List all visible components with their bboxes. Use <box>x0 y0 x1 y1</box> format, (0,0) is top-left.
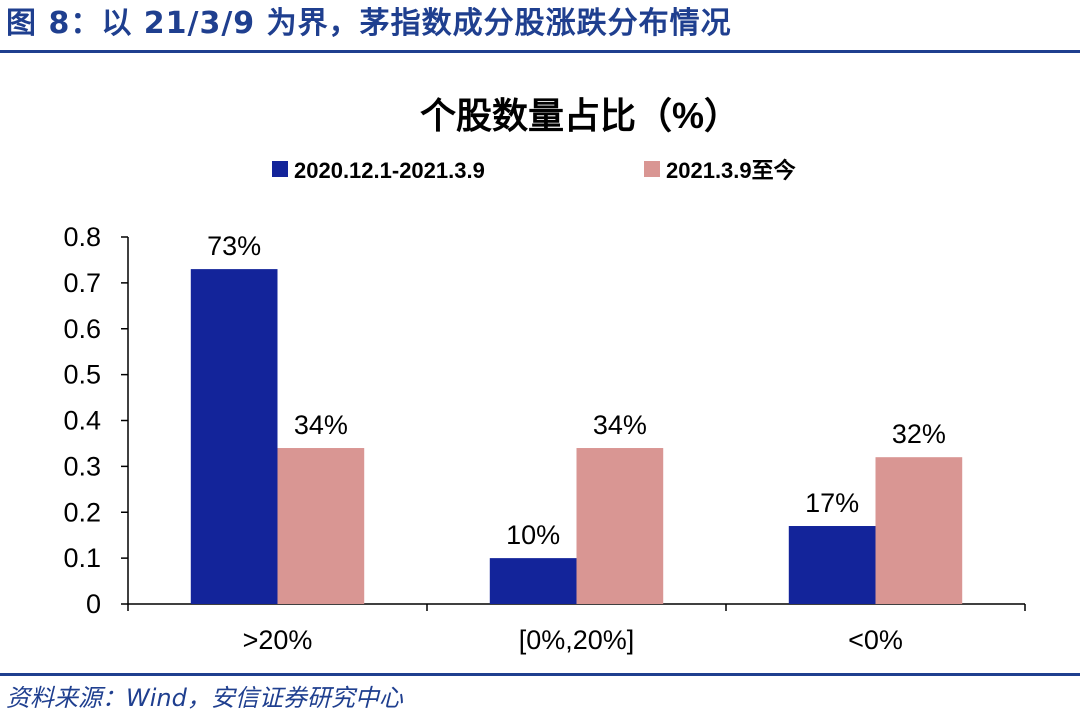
bar-data-label: 73% <box>207 231 261 261</box>
x-category-label: [0%,20%] <box>519 625 635 655</box>
bar-data-label: 32% <box>892 419 946 449</box>
bar-series-1 <box>788 526 876 604</box>
bar-series-2 <box>277 448 365 604</box>
y-tick-label: 0.5 <box>63 360 101 390</box>
bar-series-2 <box>875 457 963 604</box>
legend: 2020.12.1-2021.3.9 2021.3.9至今 <box>272 158 796 183</box>
y-tick-label: 0.2 <box>63 497 101 527</box>
legend-label-series-2: 2021.3.9至今 <box>666 158 796 183</box>
bar-series-1 <box>190 269 278 604</box>
chart-title: 个股数量占比（%） <box>420 95 740 136</box>
x-category-label: >20% <box>243 625 313 655</box>
legend-label-series-1: 2020.12.1-2021.3.9 <box>294 158 485 183</box>
y-axis-ticks: 0 0.1 0.2 0.3 0.4 0.5 0.6 0.7 0.8 <box>63 222 128 619</box>
bar-data-label: 34% <box>593 410 647 440</box>
bar-series-1 <box>489 558 577 604</box>
bar-data-label: 17% <box>805 488 859 518</box>
y-tick-label: 0.6 <box>63 314 101 344</box>
source-note: 资料来源：Wind，安信证券研究中心 <box>6 684 403 712</box>
y-tick-label: 0.8 <box>63 222 101 252</box>
x-category-label: <0% <box>848 625 903 655</box>
y-tick-label: 0 <box>86 589 101 619</box>
bar-chart: 个股数量占比（%） 2020.12.1-2021.3.9 2021.3.9至今 … <box>63 95 1026 655</box>
source-divider <box>0 673 1080 676</box>
bar-data-label: 34% <box>294 410 348 440</box>
bar-series-2 <box>576 448 664 604</box>
x-axis-ticks: >20% [0%,20%] <0% <box>127 604 1026 655</box>
legend-swatch-series-2 <box>644 161 660 177</box>
figure-title: 图 8：以 21/3/9 为界，茅指数成分股涨跌分布情况 <box>6 6 732 41</box>
bar-data-label: 10% <box>506 520 560 550</box>
y-tick-label: 0.4 <box>63 406 101 436</box>
y-tick-label: 0.7 <box>63 268 101 298</box>
y-tick-label: 0.3 <box>63 451 101 481</box>
bars: 73% 34% 10% 34% 17% 32% <box>190 231 963 604</box>
title-divider <box>0 50 1080 53</box>
y-tick-label: 0.1 <box>63 543 101 573</box>
legend-swatch-series-1 <box>272 161 288 177</box>
